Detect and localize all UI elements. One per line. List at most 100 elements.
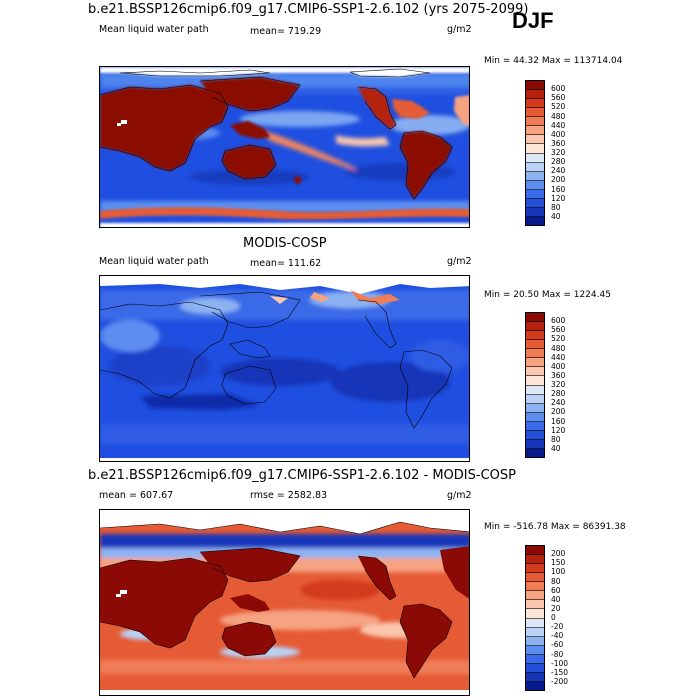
colorbar-swatch: [526, 439, 544, 449]
colorbar-swatch: [526, 81, 544, 91]
colorbar-swatch: [526, 331, 544, 341]
colorbar-swatch: [526, 117, 544, 127]
panel3-rmse-label: rmse = 2582.83: [250, 490, 328, 501]
colorbar-tick-label: -60: [551, 640, 564, 650]
colorbar-swatch: [526, 135, 544, 145]
colorbar-tick-label: 520: [551, 334, 566, 344]
colorbar-tick-label: 440: [551, 352, 566, 362]
colorbar-tick-label: 200: [551, 407, 566, 417]
colorbar-swatch: [526, 171, 544, 181]
colorbar-swatch: [526, 618, 544, 628]
panel2-minmax: Min = 20.50 Max = 1224.45: [484, 290, 611, 300]
season-label: DJF: [512, 8, 554, 33]
colorbar-swatch: [526, 546, 544, 556]
colorbar-swatch: [526, 153, 544, 163]
colorbar-swatch: [526, 555, 544, 565]
panel1-title: b.e21.BSSP126cmip6.f09_g17.CMIP6-SSP1-2.…: [88, 2, 529, 17]
colorbar-tick-label: -150: [551, 667, 569, 677]
colorbar-swatch: [526, 367, 544, 377]
panel2-title: MODIS-COSP: [243, 236, 327, 251]
panel1-minmax: Min = 44.32 Max = 113714.04: [484, 56, 623, 66]
colorbar-tick-label: 40: [551, 594, 561, 604]
panel1-units: g/m2: [447, 24, 472, 35]
colorbar-swatch: [526, 376, 544, 386]
colorbar-swatch: [526, 421, 544, 431]
colorbar-tick-label: 200: [551, 549, 566, 559]
colorbar-tick-label: 480: [551, 343, 566, 353]
colorbar-swatch: [526, 90, 544, 100]
colorbar-swatch: [526, 394, 544, 404]
colorbar-swatch: [526, 207, 544, 217]
colorbar-swatch: [526, 403, 544, 413]
panel3-minmax: Min = -516.78 Max = 86391.38: [484, 522, 626, 532]
colorbar-tick-label: 160: [551, 416, 566, 426]
panel3-map: [99, 509, 470, 696]
colorbar-tick-label: 560: [551, 325, 566, 335]
colorbar-swatch: [526, 385, 544, 395]
colorbar-tick-label: 0: [551, 613, 556, 622]
colorbar-swatch: [526, 430, 544, 440]
panel1-map-field: [100, 67, 469, 227]
colorbar-swatch: [526, 108, 544, 118]
colorbar-tick-label: 280: [551, 389, 566, 399]
colorbar-tick-label: 400: [551, 361, 566, 371]
colorbar-tick-label: 40: [551, 211, 561, 221]
panel3-map-field: [100, 510, 469, 695]
colorbar-tick-label: 80: [551, 434, 561, 444]
colorbar-swatch: [526, 636, 544, 646]
colorbar-swatch: [526, 663, 544, 673]
colorbar-tick-label: 320: [551, 380, 566, 389]
colorbar-tick-label: 360: [551, 370, 566, 380]
colorbar-tick-label: -20: [551, 622, 564, 632]
colorbar-swatch: [526, 654, 544, 664]
panel2-map: [99, 275, 470, 462]
colorbar-swatch: [526, 349, 544, 359]
colorbar-swatch: [526, 340, 544, 350]
colorbar-tick-label: 560: [551, 93, 566, 103]
colorbar-tick-label: 360: [551, 138, 566, 148]
colorbar-tick-label: 150: [551, 558, 566, 568]
panel2-map-field: [100, 276, 469, 461]
colorbar-tick-label: 60: [551, 585, 561, 595]
panel3-colorbar: [525, 545, 545, 691]
colorbar-tick-label: 240: [551, 166, 566, 176]
colorbar-swatch: [526, 216, 544, 225]
panel2-variable-label: Mean liquid water path: [99, 256, 209, 267]
colorbar-swatch: [526, 591, 544, 601]
colorbar-tick-label: 520: [551, 102, 566, 112]
colorbar-swatch: [526, 609, 544, 619]
colorbar-swatch: [526, 126, 544, 136]
colorbar-swatch: [526, 412, 544, 422]
colorbar-swatch: [526, 564, 544, 574]
colorbar-swatch: [526, 162, 544, 172]
colorbar-swatch: [526, 600, 544, 610]
colorbar-tick-label: -80: [551, 649, 564, 659]
colorbar-tick-label: 400: [551, 129, 566, 139]
panel2-mean-label: mean= 111.62: [250, 258, 322, 269]
colorbar-swatch: [526, 645, 544, 655]
colorbar-tick-label: 160: [551, 184, 566, 194]
colorbar-swatch: [526, 627, 544, 637]
colorbar-tick-label: 120: [551, 425, 566, 435]
panel3-units: g/m2: [447, 490, 472, 501]
colorbar-swatch: [526, 198, 544, 208]
colorbar-swatch: [526, 582, 544, 592]
panel3-mean-label: mean = 607.67: [99, 490, 174, 501]
panel3-title: b.e21.BSSP126cmip6.f09_g17.CMIP6-SSP1-2.…: [88, 468, 516, 483]
colorbar-tick-label: 200: [551, 175, 566, 185]
panel2-colorbar: [525, 312, 545, 458]
colorbar-tick-label: 40: [551, 443, 561, 453]
colorbar-swatch: [526, 358, 544, 368]
colorbar-tick-label: -100: [551, 658, 569, 668]
panel1-mean-label: mean= 719.29: [250, 26, 322, 37]
colorbar-swatch: [526, 681, 544, 690]
panel1-variable-label: Mean liquid water path: [99, 24, 209, 35]
colorbar-tick-label: 280: [551, 157, 566, 167]
colorbar-tick-label: 120: [551, 193, 566, 203]
colorbar-tick-label: 240: [551, 398, 566, 408]
colorbar-tick-label: -200: [551, 676, 569, 686]
colorbar-swatch: [526, 448, 544, 457]
colorbar-tick-label: 600: [551, 316, 566, 326]
colorbar-tick-label: 480: [551, 111, 566, 121]
colorbar-swatch: [526, 180, 544, 190]
